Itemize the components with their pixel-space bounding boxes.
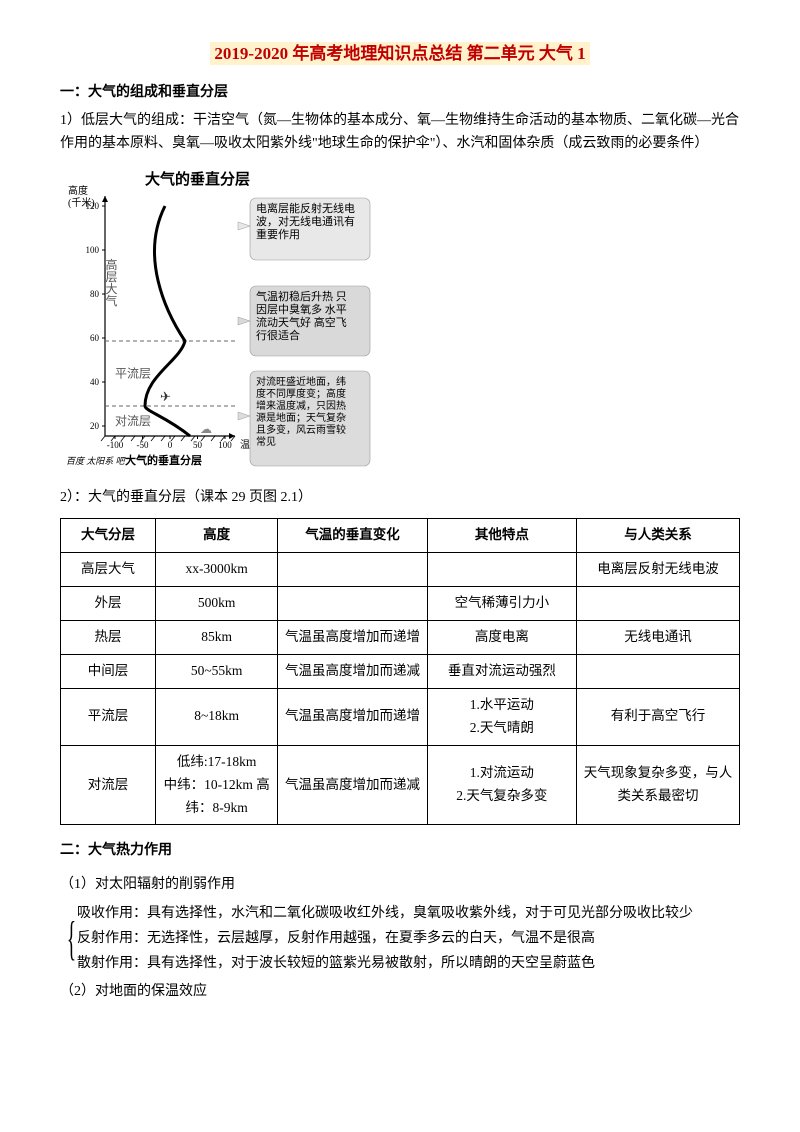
section1-paragraph: 1）低层大气的组成：干洁空气（氮—生物体的基本成分、氧—生物维持生命活动的基本物… — [60, 109, 740, 157]
svg-text:重要作用: 重要作用 — [256, 227, 300, 241]
svg-text:且多变，风云雨雪较: 且多变，风云雨雪较 — [256, 423, 346, 436]
svg-text:20: 20 — [90, 421, 100, 431]
svg-text:0: 0 — [168, 440, 173, 450]
table-cell: 有利于高空飞行 — [577, 688, 740, 745]
bracket-item-1: 吸收作用：具有选择性，水汽和二氧化碳吸收红外线，臭氧吸收紫外线，对于可见光部分吸… — [77, 902, 740, 926]
svg-text:增来温度减，只因热: 增来温度减，只因热 — [256, 399, 346, 412]
atmosphere-diagram: 大气的垂直分层高度(千米)12010080604020-100-50050100… — [60, 166, 740, 476]
svg-text:大气的垂直分层: 大气的垂直分层 — [145, 170, 250, 188]
table-header: 大气分层 — [61, 519, 156, 553]
table-cell: 500km — [156, 586, 278, 620]
table-cell: 垂直对流运动强烈 — [427, 654, 576, 688]
table-cell — [427, 553, 576, 587]
table-cell: xx-3000km — [156, 553, 278, 587]
diagram-caption: 2）：大气的垂直分层（课本 29 页图 2.1） — [60, 486, 740, 510]
table-cell: 外层 — [61, 586, 156, 620]
curly-bracket-icon: { — [67, 901, 76, 976]
svg-text:源是地面；天气复杂: 源是地面；天气复杂 — [256, 411, 346, 424]
table-row: 对流层低纬:17-18km中纬：10-12km 高纬：8-9km气温虽高度增加而… — [61, 745, 740, 825]
svg-text:☁: ☁ — [200, 422, 212, 436]
atmosphere-layers-table: 大气分层高度气温的垂直变化其他特点与人类关系高层大气xx-3000km 电离层反射… — [60, 518, 740, 825]
svg-text:行很适合: 行很适合 — [256, 328, 300, 342]
table-row: 高层大气xx-3000km 电离层反射无线电波 — [61, 553, 740, 587]
svg-text:波，对无线电通讯有: 波，对无线电通讯有 — [256, 214, 355, 228]
section2-p2: （2）对地面的保温效应 — [60, 980, 740, 1004]
svg-text:50: 50 — [193, 440, 203, 450]
diagram-svg: 大气的垂直分层高度(千米)12010080604020-100-50050100… — [60, 166, 380, 476]
table-cell: 中间层 — [61, 654, 156, 688]
svg-text:平流层: 平流层 — [115, 367, 151, 381]
svg-text:百度 太阳系 吧: 百度 太阳系 吧 — [66, 456, 127, 466]
svg-text:-100: -100 — [107, 440, 124, 450]
table-cell: 50~55km — [156, 654, 278, 688]
svg-text:气温初稳后升热 只: 气温初稳后升热 只 — [256, 289, 347, 303]
svg-text:100: 100 — [86, 245, 100, 255]
svg-text:度不同厚度变；高度: 度不同厚度变；高度 — [256, 387, 346, 400]
svg-text:大气的垂直分层: 大气的垂直分层 — [125, 453, 202, 467]
table-cell: 气温虽高度增加而递增 — [278, 620, 427, 654]
table-header: 气温的垂直变化 — [278, 519, 427, 553]
table-cell: 85km — [156, 620, 278, 654]
table-cell — [278, 553, 427, 587]
table-cell: 空气稀薄引力小 — [427, 586, 576, 620]
section2-heading: 二：大气热力作用 — [60, 839, 740, 863]
table-row: 平流层8~18km气温虽高度增加而递增1.水平运动2.天气晴朗有利于高空飞行 — [61, 688, 740, 745]
table-cell: 1.水平运动2.天气晴朗 — [427, 688, 576, 745]
title-year: 2019-2020 — [214, 44, 288, 63]
title-rest: 年高考地理知识点总结 第二单元 大气 1 — [288, 44, 586, 63]
svg-text:电离层能反射无线电: 电离层能反射无线电 — [256, 201, 355, 215]
table-cell: 高度电离 — [427, 620, 576, 654]
svg-text:对流旺盛近地面，纬: 对流旺盛近地面，纬 — [256, 375, 346, 388]
bracket-list: { 吸收作用：具有选择性，水汽和二氧化碳吸收红外线，臭氧吸收紫外线，对于可见光部… — [60, 901, 740, 976]
table-cell — [278, 586, 427, 620]
table-row: 中间层50~55km气温虽高度增加而递减垂直对流运动强烈 — [61, 654, 740, 688]
title-highlight: 2019-2020 年高考地理知识点总结 第二单元 大气 1 — [210, 42, 589, 65]
table-cell: 低纬:17-18km中纬：10-12km 高纬：8-9km — [156, 745, 278, 825]
table-row: 外层500km 空气稀薄引力小 — [61, 586, 740, 620]
table-row: 热层85km气温虽高度增加而递增高度电离无线电通讯 — [61, 620, 740, 654]
table-cell — [577, 586, 740, 620]
svg-text:80: 80 — [90, 289, 100, 299]
table-cell: 1.对流运动2.天气复杂多变 — [427, 745, 576, 825]
svg-text:✈: ✈ — [160, 389, 171, 404]
bracket-item-2: 反射作用：无选择性，云层越厚，反射作用越强，在夏季多云的白天，气温不是很高 — [77, 927, 740, 951]
svg-text:高度: 高度 — [68, 184, 88, 197]
table-cell: 8~18km — [156, 688, 278, 745]
svg-text:常见: 常见 — [256, 435, 276, 448]
bracket-item-3: 散射作用：具有选择性，对于波长较短的篮紫光易被散射，所以晴朗的天空呈蔚蓝色 — [77, 952, 740, 976]
table-cell: 气温虽高度增加而递减 — [278, 654, 427, 688]
bracket-content: 吸收作用：具有选择性，水汽和二氧化碳吸收红外线，臭氧吸收紫外线，对于可见光部分吸… — [77, 901, 740, 976]
svg-text:-50: -50 — [137, 440, 149, 450]
page-title: 2019-2020 年高考地理知识点总结 第二单元 大气 1 — [60, 40, 740, 69]
svg-text:因层中臭氧多 水平: 因层中臭氧多 水平 — [256, 302, 347, 316]
table-cell: 气温虽高度增加而递增 — [278, 688, 427, 745]
table-cell — [577, 654, 740, 688]
section2-p1: （1）对太阳辐射的削弱作用 — [60, 873, 740, 897]
table-header: 高度 — [156, 519, 278, 553]
table-cell: 对流层 — [61, 745, 156, 825]
svg-text:对流层: 对流层 — [115, 414, 151, 428]
section1-heading: 一：大气的组成和垂直分层 — [60, 81, 740, 105]
table-header: 与人类关系 — [577, 519, 740, 553]
table-cell: 气温虽高度增加而递减 — [278, 745, 427, 825]
svg-text:40: 40 — [90, 377, 100, 387]
svg-text:120: 120 — [86, 201, 100, 211]
table-cell: 高层大气 — [61, 553, 156, 587]
table-cell: 热层 — [61, 620, 156, 654]
table-cell: 无线电通讯 — [577, 620, 740, 654]
svg-text:高层大气: 高层大气 — [104, 257, 118, 306]
table-cell: 平流层 — [61, 688, 156, 745]
svg-text:100: 100 — [218, 440, 232, 450]
svg-text:流动天气好 高空飞: 流动天气好 高空飞 — [256, 315, 347, 329]
table-header: 其他特点 — [427, 519, 576, 553]
svg-text:60: 60 — [90, 333, 100, 343]
table-cell: 电离层反射无线电波 — [577, 553, 740, 587]
table-cell: 天气现象复杂多变，与人类关系最密切 — [577, 745, 740, 825]
